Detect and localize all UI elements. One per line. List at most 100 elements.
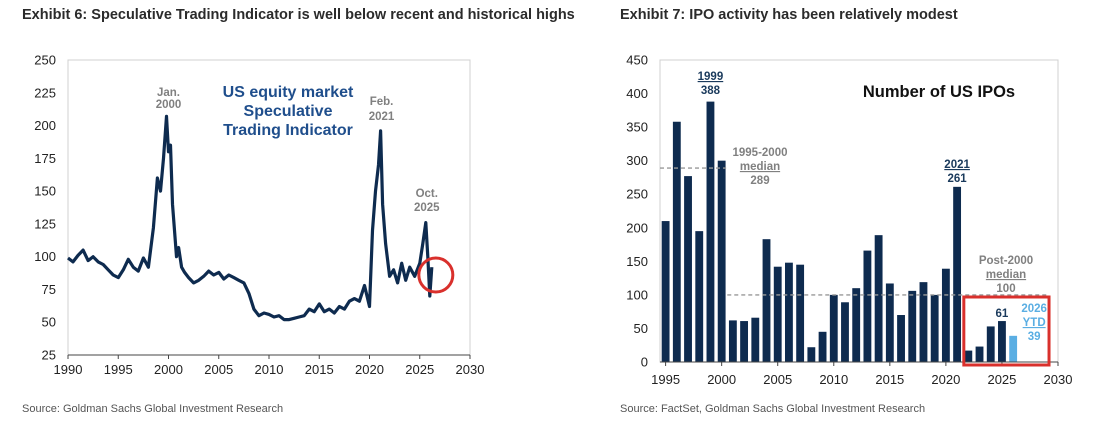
y-tick-label: 100 [626, 287, 648, 302]
y-tick-label: 75 [42, 282, 56, 297]
x-tick-label: 1995 [651, 372, 680, 387]
bar [785, 262, 793, 362]
data-label: 388 [701, 85, 721, 97]
x-tick-label: 2025 [987, 372, 1016, 387]
bar [964, 350, 973, 362]
bar [841, 302, 849, 362]
y-tick-label: 300 [626, 153, 648, 168]
y-tick-label: 50 [634, 321, 648, 336]
annotation-label: 2021 [369, 111, 395, 123]
bar [762, 239, 771, 362]
bar [695, 231, 704, 362]
y-tick-label: 225 [34, 85, 56, 100]
chart-inset-title-line: US equity market [223, 84, 354, 101]
median-label: median [986, 269, 1026, 281]
annotation-label: 2025 [414, 202, 440, 214]
x-tick-label: 2030 [1044, 372, 1073, 387]
y-tick-label: 400 [626, 86, 648, 101]
bar [941, 268, 950, 362]
x-tick-label: 2000 [707, 372, 736, 387]
ipo-count-chart: 0 50 100 150 200 250 300 350 400 450 1995 2000 2005 2… [626, 53, 1073, 388]
highlight-box [962, 295, 1051, 367]
median-label: median [740, 161, 780, 173]
highlight-circle [417, 256, 455, 294]
y-tick-label: 50 [42, 315, 56, 330]
data-label: 39 [1028, 331, 1041, 343]
bar [852, 288, 861, 362]
x-tick-label: 1995 [104, 362, 133, 377]
bar [986, 326, 995, 362]
exhibit-7-panel: Exhibit 7: IPO activity has been relativ… [608, 0, 1110, 430]
y-tick-label: 150 [626, 254, 648, 269]
bar [672, 121, 681, 363]
y-tick-label: 0 [641, 355, 648, 370]
y-tick-label: 250 [34, 53, 56, 68]
x-tick-label: 2015 [875, 372, 904, 387]
x-tick-label: 2005 [204, 362, 233, 377]
bar [740, 321, 749, 362]
x-tick-label: 1990 [54, 362, 83, 377]
y-tick-label: 25 [42, 348, 56, 363]
speculative-trading-chart: 25 50 75 100 125 150 175 200 225 250 1990 1995 2000 2… [34, 53, 485, 378]
annotation-label: Oct. [416, 188, 438, 200]
bar [818, 331, 827, 362]
x-tick-label: 2020 [355, 362, 384, 377]
x-tick-label: 2025 [405, 362, 434, 377]
data-label: YTD [1023, 317, 1046, 329]
bar [885, 283, 894, 362]
y-tick-label: 250 [626, 187, 648, 202]
bar [975, 346, 984, 362]
speculative-trading-indicator-line [67, 114, 434, 322]
y-tick-label: 200 [626, 220, 648, 235]
bar [773, 266, 782, 362]
annotation-label: Jan. [157, 87, 180, 99]
bar [919, 282, 928, 362]
exhibit-6-source: Source: Goldman Sachs Global Investment … [22, 403, 284, 415]
data-label: 2021 [944, 159, 970, 171]
annotation-label: Feb. [370, 96, 394, 108]
data-label: 2026 [1021, 303, 1047, 315]
exhibit-6-title: Exhibit 6: Speculative Trading Indicator… [22, 7, 575, 23]
x-tick-label: 2020 [931, 372, 960, 387]
bar [706, 101, 715, 362]
exhibit-7-title: Exhibit 7: IPO activity has been relativ… [620, 7, 958, 23]
bar [829, 294, 838, 362]
bar [751, 317, 760, 362]
x-tick-label: 2010 [819, 372, 848, 387]
bar [930, 294, 939, 362]
median-label: 1995-2000 [733, 147, 788, 159]
bar [908, 290, 917, 362]
bar [807, 347, 816, 362]
x-tick-label: 2005 [763, 372, 792, 387]
y-tick-label: 350 [626, 120, 648, 135]
data-label: 1999 [698, 71, 724, 83]
median-label: Post-2000 [979, 255, 1033, 267]
y-tick-label: 100 [34, 249, 56, 264]
exhibit-7-source: Source: FactSet, Goldman Sachs Global In… [620, 403, 926, 415]
y-tick-label: 200 [34, 118, 56, 133]
x-tick-label: 2015 [305, 362, 334, 377]
exhibit-6-panel: Exhibit 6: Speculative Trading Indicator… [22, 7, 575, 415]
median-label: 100 [996, 283, 1015, 295]
bar [796, 264, 805, 362]
bar [684, 176, 692, 362]
bar [717, 160, 726, 362]
chart-inset-title-line: Speculative [244, 103, 333, 120]
x-tick-label: 2030 [456, 362, 485, 377]
chart-inset-title: Number of US IPOs [863, 83, 1015, 101]
data-label: 61 [996, 308, 1009, 320]
bar [661, 221, 670, 362]
chart-inset-title-line: Trading Indicator [223, 122, 353, 139]
bar [953, 186, 962, 362]
bar [728, 320, 737, 362]
y-tick-label: 125 [34, 216, 56, 231]
bar [998, 321, 1006, 362]
bar [874, 235, 883, 362]
bar [863, 250, 872, 362]
annotation-label: 2000 [156, 99, 182, 111]
x-tick-label: 2010 [255, 362, 284, 377]
median-label: 289 [750, 175, 769, 187]
bar-ytd [1009, 335, 1018, 362]
y-tick-label: 175 [34, 151, 56, 166]
data-label: 261 [948, 173, 968, 185]
